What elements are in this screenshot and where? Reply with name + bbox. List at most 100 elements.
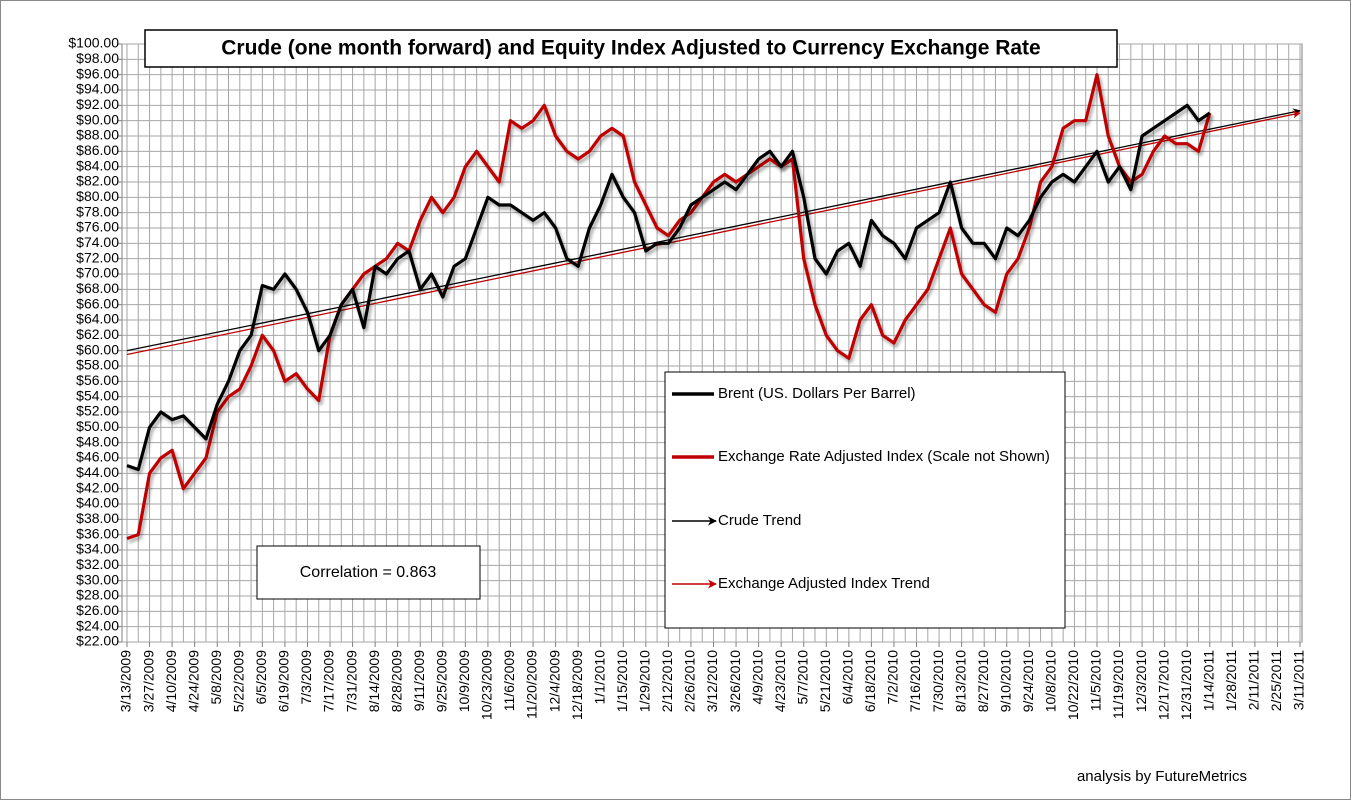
y-tick-label: $42.00 xyxy=(76,479,119,495)
y-tick-label: $66.00 xyxy=(76,295,119,311)
y-tick-label: $32.00 xyxy=(76,556,119,572)
x-tick-label: 3/13/2009 xyxy=(118,650,134,712)
legend-label-box: Crude Trend xyxy=(718,512,802,529)
series xyxy=(126,73,1301,541)
y-tick-label: $70.00 xyxy=(76,265,119,281)
x-tick-label: 6/19/2009 xyxy=(276,650,292,712)
x-tick-label: 7/31/2009 xyxy=(343,650,359,712)
x-tick-label: 12/18/2009 xyxy=(569,650,585,720)
x-tick-label: 7/16/2010 xyxy=(907,650,923,712)
y-tick-label: $50.00 xyxy=(76,418,119,434)
y-tick-label: $68.00 xyxy=(76,280,119,296)
x-tick-label: 8/27/2010 xyxy=(975,650,991,712)
y-tick-label: $80.00 xyxy=(76,188,119,204)
x-tick-label: 7/3/2009 xyxy=(298,650,314,705)
y-tick-label: $74.00 xyxy=(76,234,119,250)
x-tick-label: 4/23/2010 xyxy=(772,650,788,712)
x-tick-label: 10/8/2010 xyxy=(1043,650,1059,712)
y-tick-label: $38.00 xyxy=(76,510,119,526)
y-tick-label: $46.00 xyxy=(76,449,119,465)
x-tick-label: 6/5/2009 xyxy=(253,650,269,705)
legend-label: Exchange Rate Adjusted Index (Scale not … xyxy=(718,448,1050,465)
y-tick-label: $24.00 xyxy=(76,617,119,633)
y-tick-label: $60.00 xyxy=(76,341,119,357)
legend-box xyxy=(664,371,1066,629)
x-tick-label: 1/15/2010 xyxy=(614,650,630,712)
x-tick-label: 10/22/2010 xyxy=(1065,650,1081,720)
x-tick-label: 8/14/2009 xyxy=(366,650,382,712)
x-tick-label: 1/29/2010 xyxy=(637,650,653,712)
legend-label-box: Exchange Adjusted Index Trend xyxy=(718,575,930,592)
y-tick-label: $98.00 xyxy=(76,50,119,66)
y-tick-label: $54.00 xyxy=(76,387,119,403)
x-tick-label: 2/25/2011 xyxy=(1268,650,1284,711)
y-tick-label: $56.00 xyxy=(76,372,119,388)
x-tick-label: 11/5/2010 xyxy=(1088,650,1104,711)
legend-label: Exchange Adjusted Index Trend xyxy=(718,575,930,592)
y-tick-label: $52.00 xyxy=(76,403,119,419)
x-tick-label: 9/25/2009 xyxy=(434,650,450,712)
x-tick-label: 2/12/2010 xyxy=(659,650,675,712)
x-tick-label: 9/11/2009 xyxy=(411,650,427,711)
x-tick-label: 7/30/2010 xyxy=(930,650,946,712)
x-tick-label: 3/26/2010 xyxy=(727,650,743,712)
y-tick-label: $48.00 xyxy=(76,433,119,449)
x-tick-label: 12/3/2010 xyxy=(1133,650,1149,712)
x-tick-label: 12/31/2010 xyxy=(1178,650,1194,720)
y-tick-label: $90.00 xyxy=(76,111,119,127)
x-tick-label: 5/8/2009 xyxy=(208,650,224,705)
y-tick-label: $58.00 xyxy=(76,357,119,373)
correlation-label: Correlation = 0.863 xyxy=(300,564,437,581)
x-tick-label: 10/23/2009 xyxy=(479,650,495,720)
x-tick-label: 11/20/2009 xyxy=(524,650,540,719)
trend-line xyxy=(126,110,1301,356)
y-tick-label: $34.00 xyxy=(76,541,119,557)
x-tick-label: 1/14/2011 xyxy=(1200,650,1216,711)
x-tick-label: 7/2/2010 xyxy=(885,650,901,705)
y-tick-label: $88.00 xyxy=(76,127,119,143)
y-tick-label: $78.00 xyxy=(76,203,119,219)
y-tick-label: $76.00 xyxy=(76,219,119,235)
y-tick-label: $28.00 xyxy=(76,587,119,603)
y-tick-label: $94.00 xyxy=(76,81,119,97)
x-tick-label: 4/24/2009 xyxy=(185,650,201,712)
y-tick-label: $82.00 xyxy=(76,173,119,189)
x-tick-label: 8/13/2010 xyxy=(952,650,968,712)
y-tick-label: $26.00 xyxy=(76,602,119,618)
x-tick-label: 6/4/2010 xyxy=(840,650,856,705)
x-tick-label: 6/18/2010 xyxy=(862,650,878,712)
x-tick-label: 12/17/2010 xyxy=(1155,650,1171,720)
credit: analysis by FutureMetrics xyxy=(1077,768,1247,785)
title-box xyxy=(144,29,1118,68)
legend-label: Crude Trend xyxy=(718,512,802,529)
x-tick-label: 12/4/2009 xyxy=(546,650,562,712)
y-tick-label: $96.00 xyxy=(76,65,119,81)
y-tick-label: $84.00 xyxy=(76,157,119,173)
y-tick-label: $62.00 xyxy=(76,326,119,342)
y-tick-label: $40.00 xyxy=(76,495,119,511)
axes: $22.00$24.00$26.00$28.00$30.00$32.00$34.… xyxy=(68,35,1306,720)
x-tick-label: 9/10/2010 xyxy=(997,650,1013,712)
y-tick-label: $22.00 xyxy=(76,633,119,649)
x-tick-label: 3/27/2009 xyxy=(140,650,156,712)
x-tick-label: 10/9/2009 xyxy=(456,650,472,712)
y-tick-label: $64.00 xyxy=(76,311,119,327)
x-tick-label: 5/21/2010 xyxy=(817,650,833,712)
correlation-box xyxy=(256,545,481,600)
x-tick-label: 11/6/2009 xyxy=(501,650,517,711)
series-line xyxy=(126,73,1212,541)
y-tick-label: $100.00 xyxy=(68,35,119,51)
y-tick-label: $36.00 xyxy=(76,525,119,541)
series-line xyxy=(126,103,1211,472)
y-tick-label: $72.00 xyxy=(76,249,119,265)
x-tick-label: 2/26/2010 xyxy=(682,650,698,712)
x-tick-label: 4/9/2010 xyxy=(749,650,765,705)
x-tick-label: 4/10/2009 xyxy=(163,650,179,712)
y-tick-label: $44.00 xyxy=(76,464,119,480)
x-tick-label: 5/7/2010 xyxy=(794,650,810,705)
x-tick-label: 1/1/2010 xyxy=(591,650,607,705)
x-tick-label: 1/28/2011 xyxy=(1223,650,1239,711)
legend-label: Brent (US. Dollars Per Barrel) xyxy=(718,385,916,402)
y-tick-label: $92.00 xyxy=(76,96,119,112)
